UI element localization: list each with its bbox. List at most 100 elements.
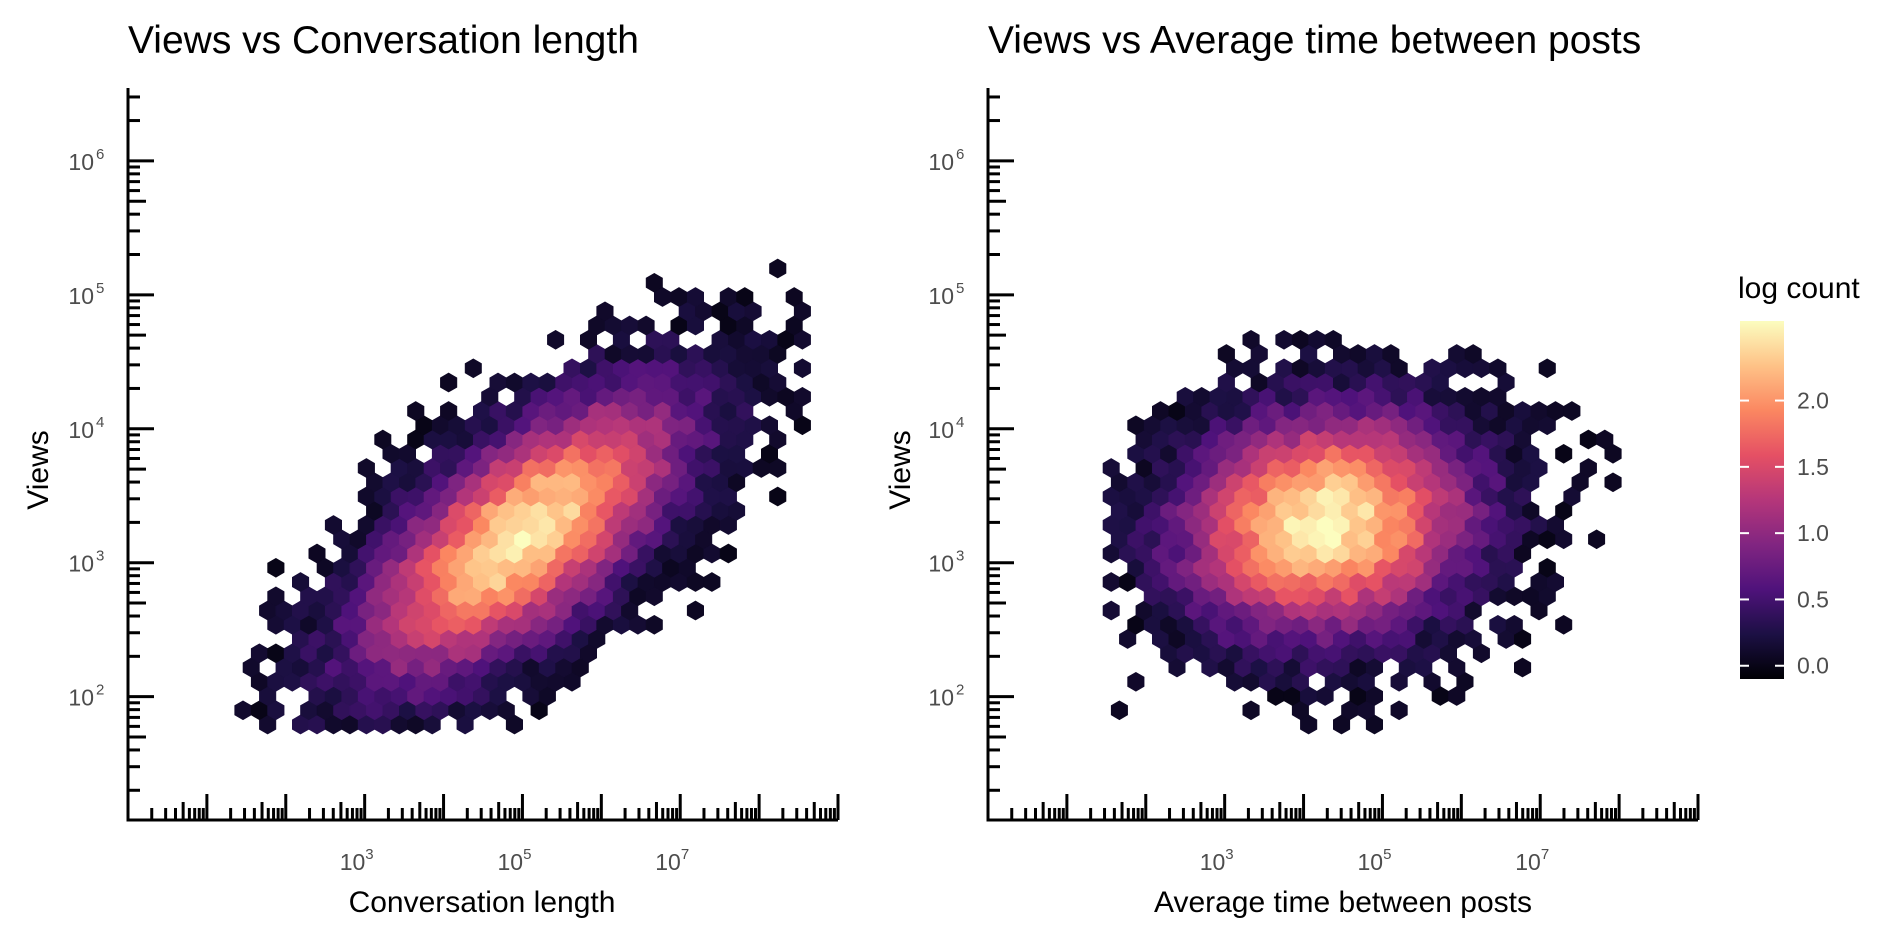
y-tick-label: 10 <box>928 283 954 309</box>
y-tick-label: 10 <box>68 149 94 175</box>
hexbin-layer <box>234 258 811 735</box>
chart-title: Views vs Conversation length <box>128 19 639 62</box>
hex-bin <box>1538 358 1556 379</box>
hex-bin <box>1102 572 1120 592</box>
hex-bin <box>686 600 704 621</box>
hex-bin <box>1464 344 1482 364</box>
y-tick-label: 10 <box>928 149 954 175</box>
hex-bin <box>324 515 342 535</box>
y-tick-exponent: 5 <box>96 280 104 297</box>
hex-bin <box>1588 529 1606 550</box>
x-tick-label: 107 <box>1515 846 1549 875</box>
legend-title: log count <box>1738 272 1860 305</box>
y-tick-exponent: 3 <box>96 548 104 565</box>
hex-bin <box>769 258 787 279</box>
hex-bin <box>308 543 326 564</box>
hex-bin <box>1538 557 1556 578</box>
chart-title: Views vs Average time between posts <box>988 19 1641 62</box>
legend-ticks: 0.0 0.5 1.0 1.5 2.0 <box>1740 388 1829 679</box>
hex-bin <box>1390 700 1408 721</box>
hex-bin <box>1579 429 1597 450</box>
hex-bin <box>769 486 787 507</box>
hex-bin <box>292 572 310 592</box>
y-tick-label: 10 <box>928 551 954 577</box>
hex-bin <box>1596 429 1614 450</box>
hex-bin <box>547 329 565 350</box>
hex-bin <box>1505 614 1523 635</box>
x-tick-label: 105 <box>497 846 531 875</box>
panel-views-vs-average-time-between-posts: Views vs Average time between posts Aver… <box>884 19 1700 919</box>
hex-bin <box>1555 614 1573 635</box>
x-tick-labels: 103 105 107 <box>340 846 689 875</box>
hex-bin <box>645 614 663 635</box>
hex-bin <box>645 272 663 293</box>
hex-bin <box>440 401 458 421</box>
y-rug-ticks <box>128 95 154 792</box>
y-tick-exponent: 2 <box>956 682 964 699</box>
legend-tick-label: 2.0 <box>1797 388 1829 414</box>
y-axis-title: Views <box>884 430 917 509</box>
legend-colorbar <box>1740 321 1784 679</box>
y-tick-exponent: 6 <box>96 146 104 163</box>
hex-bin <box>1604 472 1622 493</box>
hex-bin <box>1555 443 1573 464</box>
axis-frame <box>986 88 1698 822</box>
hex-bin <box>1563 401 1581 421</box>
hex-bin <box>1275 329 1293 350</box>
hex-bin <box>464 358 482 379</box>
x-axis-title: Average time between posts <box>1154 886 1532 919</box>
hex-bin <box>1489 358 1507 379</box>
hexbin-layer <box>1102 329 1622 735</box>
hex-bin <box>374 429 392 450</box>
hex-bin <box>1110 700 1128 721</box>
x-rug-ticks <box>126 794 840 820</box>
y-tick-label: 10 <box>928 685 954 711</box>
hex-bin <box>1242 329 1260 350</box>
hex-bin <box>234 700 252 721</box>
hex-bin <box>407 401 425 421</box>
legend-tick-label: 0.5 <box>1797 586 1829 612</box>
y-tick-exponent: 4 <box>956 414 964 431</box>
x-tick-label: 103 <box>1200 846 1234 875</box>
hex-bin <box>440 372 458 393</box>
hex-bin <box>1217 344 1235 364</box>
y-tick-label: 10 <box>928 417 954 443</box>
hex-bin <box>1127 671 1145 692</box>
hex-bin <box>703 572 721 592</box>
y-tick-label: 10 <box>68 283 94 309</box>
hex-bin <box>596 301 614 322</box>
hex-bin <box>1514 657 1532 678</box>
hex-bin <box>686 287 704 307</box>
hex-bin <box>1579 458 1597 478</box>
y-tick-exponent: 6 <box>956 146 964 163</box>
hex-bin <box>1102 458 1120 478</box>
hex-bin <box>637 315 655 336</box>
hex-bin <box>793 358 811 379</box>
y-tick-exponent: 4 <box>96 414 104 431</box>
hex-bin <box>1242 700 1260 721</box>
y-rug-ticks <box>988 95 1014 792</box>
hex-bin <box>785 287 803 307</box>
legend-tick-label: 0.0 <box>1797 653 1829 679</box>
x-rug-ticks <box>986 794 1700 820</box>
legend-tick-label: 1.5 <box>1797 454 1829 480</box>
hex-bin <box>267 557 285 578</box>
hex-bin <box>719 543 737 564</box>
hex-bin <box>793 386 811 407</box>
hex-bin <box>1382 344 1400 364</box>
y-tick-exponent: 3 <box>956 548 964 565</box>
y-tick-label: 10 <box>68 551 94 577</box>
color-legend: log count 0.0 0.5 1.0 1.5 2.0 <box>1738 272 1860 679</box>
hex-bin <box>761 415 778 436</box>
x-tick-label: 105 <box>1357 846 1391 875</box>
y-tick-exponent: 2 <box>96 682 104 699</box>
y-tick-label: 10 <box>68 417 94 443</box>
hex-bin <box>736 287 754 307</box>
y-tick-label: 10 <box>68 685 94 711</box>
axis-frame <box>126 88 838 822</box>
x-tick-label: 103 <box>340 846 374 875</box>
panel-views-vs-conversation-length: Views vs Conversation length Conversatio… <box>22 19 840 919</box>
